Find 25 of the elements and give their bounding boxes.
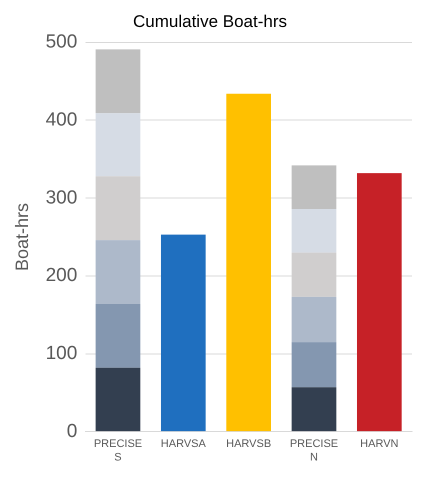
bar	[292, 342, 336, 388]
bar	[292, 208, 336, 253]
y-tick-label: 0	[66, 420, 78, 442]
bar	[96, 368, 140, 432]
y-tick-label: 300	[46, 187, 78, 208]
bar	[96, 240, 140, 304]
bar	[226, 94, 271, 432]
x-tick-label: PRECISE S	[94, 438, 142, 464]
y-tick-label: 400	[46, 109, 78, 130]
bar	[292, 387, 336, 432]
x-tick-label: HARVN	[360, 438, 399, 450]
x-tick-label: HARVSA	[160, 438, 206, 450]
x-tick-label: PRECISE N	[290, 438, 338, 464]
y-tick-label: 100	[46, 342, 78, 364]
bar	[96, 304, 140, 368]
y-axis-title: Boat-hrs	[12, 202, 32, 272]
bar	[292, 296, 336, 342]
bar	[160, 234, 206, 432]
y-tick-label: 500	[46, 32, 78, 53]
chart-title: Cumulative Boat-hrs	[132, 12, 288, 31]
bar	[96, 49, 140, 114]
bar	[356, 173, 402, 432]
y-tick-label: 200	[46, 265, 78, 286]
x-tick-label: HARVSB	[226, 438, 272, 450]
bar	[292, 165, 336, 209]
